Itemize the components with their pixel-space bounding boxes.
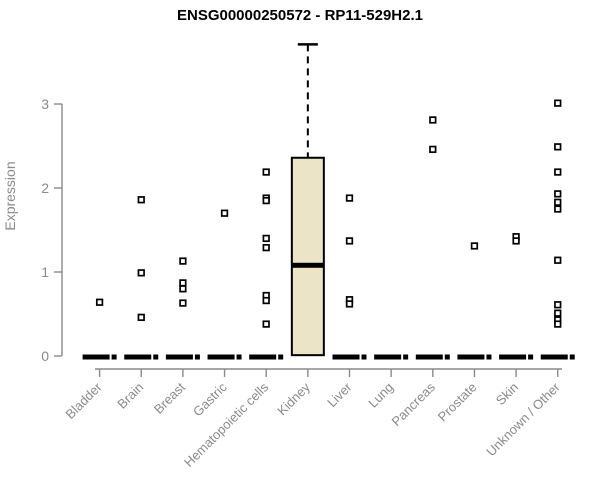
y-tick-label: 1 — [41, 264, 49, 280]
zero-median-bar-notch — [567, 354, 570, 360]
x-tick-label: Gastric — [190, 379, 230, 419]
x-tick-label: Pancreas — [388, 379, 438, 429]
x-tick-label: Breast — [151, 379, 188, 416]
outlier-point — [179, 279, 187, 287]
zero-median-bar-notch — [401, 354, 404, 360]
outlier-point — [554, 256, 562, 264]
chart-title: ENSG00000250572 - RP11-529H2.1 — [176, 7, 423, 24]
outlier-point — [554, 168, 562, 176]
zero-median-bar — [124, 354, 159, 360]
zero-median-bar — [249, 354, 284, 360]
outlier-point — [220, 209, 229, 217]
outlier-point — [345, 237, 354, 245]
outlier-point — [179, 257, 187, 265]
outlier-point — [137, 196, 145, 204]
outlier-point — [137, 313, 145, 322]
zero-median-bar-notch — [442, 354, 445, 360]
outlier-point — [429, 116, 437, 124]
zero-median-bar — [457, 354, 492, 360]
outlier-point — [262, 243, 270, 252]
zero-median-bar — [332, 354, 367, 360]
zero-median-bar-notch — [234, 354, 237, 360]
y-tick-label: 0 — [41, 348, 49, 364]
zero-median-bar — [415, 354, 450, 360]
outlier-point — [137, 269, 145, 277]
x-tick-label: Prostate — [435, 380, 480, 425]
x-tick-label: Lung — [365, 380, 396, 411]
outlier-point — [345, 300, 354, 308]
zero-median-bar-notch — [484, 354, 487, 360]
outlier-point — [345, 194, 354, 202]
x-tick-label: Bladder — [62, 379, 105, 422]
zero-median-bar — [207, 354, 242, 360]
outlier-point — [554, 301, 562, 309]
outlier-point — [429, 145, 437, 154]
outlier-point — [554, 143, 562, 151]
outlier-point — [554, 190, 562, 198]
y-tick-label: 3 — [41, 96, 49, 112]
zero-median-bar — [374, 354, 409, 360]
outlier-point — [179, 299, 187, 307]
outlier-point — [470, 242, 479, 250]
outlier-point — [554, 198, 562, 206]
outlier-point — [554, 99, 562, 107]
y-tick-label: 2 — [41, 180, 49, 196]
outlier-point — [554, 309, 562, 317]
outlier-point — [262, 168, 270, 176]
zero-median-bar-notch — [359, 354, 362, 360]
zero-median-bar — [499, 354, 534, 360]
x-tick-label: Kidney — [274, 379, 313, 418]
outlier-point — [179, 285, 187, 293]
zero-median-bar — [540, 354, 575, 360]
outlier-point — [262, 196, 270, 205]
box-median-line — [291, 262, 324, 268]
zero-median-bar-notch — [276, 354, 279, 360]
y-axis-label: Expression — [2, 161, 18, 231]
x-tick-label: Brain — [114, 380, 146, 412]
zero-median-bar-notch — [192, 354, 195, 360]
x-tick-label: Liver — [324, 379, 355, 410]
outlier-point — [262, 320, 270, 328]
x-tick-label: Skin — [493, 380, 521, 408]
zero-median-bar — [82, 354, 117, 360]
outlier-point — [512, 237, 520, 245]
outlier-point — [95, 298, 104, 306]
outlier-point — [262, 234, 270, 243]
zero-median-bar-notch — [109, 354, 112, 360]
zero-median-bar-notch — [151, 354, 154, 360]
zero-median-bar — [165, 354, 200, 360]
x-tick-label: Unknown / Other — [483, 379, 563, 459]
outlier-point — [554, 320, 562, 328]
zero-median-bar-notch — [526, 354, 529, 360]
outlier-point — [554, 205, 562, 213]
outlier-point — [262, 296, 270, 305]
box — [290, 156, 325, 357]
